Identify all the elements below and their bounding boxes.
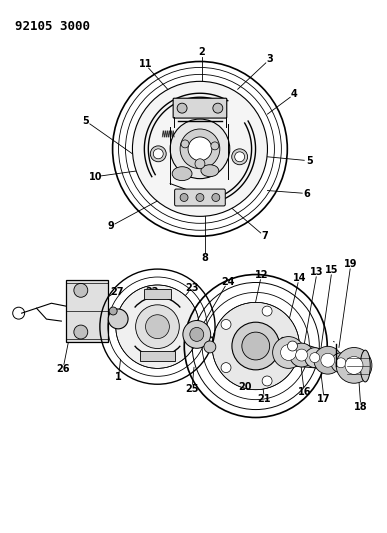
Circle shape (221, 319, 231, 329)
Text: 19: 19 (344, 259, 358, 269)
Circle shape (135, 305, 179, 349)
Text: 7: 7 (261, 231, 268, 241)
Circle shape (181, 140, 189, 148)
Circle shape (116, 285, 199, 368)
Text: 10: 10 (89, 172, 103, 182)
Circle shape (296, 349, 308, 361)
Text: 21: 21 (258, 394, 271, 404)
Ellipse shape (348, 350, 363, 382)
Circle shape (232, 322, 279, 370)
Circle shape (153, 149, 163, 159)
Text: 14: 14 (293, 273, 306, 283)
Ellipse shape (360, 350, 370, 382)
Circle shape (150, 146, 166, 161)
Circle shape (212, 193, 220, 201)
Ellipse shape (201, 165, 219, 176)
Circle shape (195, 159, 205, 169)
Text: 20: 20 (238, 382, 252, 392)
Circle shape (183, 320, 211, 348)
Text: 18: 18 (354, 402, 368, 412)
FancyBboxPatch shape (175, 189, 225, 206)
Text: 8: 8 (202, 253, 208, 263)
Text: 4: 4 (291, 89, 298, 99)
Circle shape (221, 362, 231, 373)
Text: 5: 5 (82, 116, 89, 126)
Text: 26: 26 (56, 364, 70, 374)
Circle shape (146, 315, 170, 338)
Text: 12: 12 (255, 270, 268, 280)
Circle shape (188, 137, 212, 161)
Circle shape (108, 309, 128, 329)
Bar (140, 351, 175, 361)
Circle shape (242, 332, 270, 360)
Text: 22: 22 (146, 287, 159, 297)
Circle shape (212, 302, 300, 390)
Text: 92105 3000: 92105 3000 (15, 20, 90, 33)
Circle shape (190, 327, 204, 341)
Circle shape (132, 82, 267, 216)
Circle shape (305, 348, 325, 368)
Ellipse shape (172, 167, 192, 181)
Circle shape (262, 376, 272, 386)
Text: 5: 5 (306, 156, 313, 166)
Circle shape (235, 152, 245, 161)
Circle shape (74, 284, 88, 297)
Text: 15: 15 (325, 265, 339, 275)
Circle shape (310, 353, 320, 362)
Circle shape (262, 306, 272, 316)
Text: 3: 3 (266, 54, 273, 64)
Circle shape (177, 103, 187, 113)
FancyBboxPatch shape (173, 98, 227, 118)
Circle shape (272, 337, 305, 368)
Circle shape (331, 353, 351, 373)
Circle shape (314, 346, 342, 374)
Circle shape (180, 129, 220, 169)
Circle shape (336, 358, 346, 368)
Text: 27: 27 (110, 287, 123, 297)
Circle shape (288, 341, 298, 351)
Text: 25: 25 (185, 384, 199, 394)
Circle shape (74, 325, 88, 339)
Circle shape (232, 149, 248, 165)
Text: 1: 1 (115, 372, 122, 382)
Text: 11: 11 (139, 60, 152, 69)
Circle shape (345, 357, 363, 374)
Circle shape (109, 307, 117, 315)
Circle shape (170, 119, 230, 179)
Circle shape (321, 353, 335, 367)
Circle shape (281, 344, 296, 360)
Text: 16: 16 (298, 387, 311, 397)
Bar (144, 289, 171, 299)
Text: 9: 9 (107, 221, 114, 231)
Text: 24: 24 (221, 277, 235, 287)
Text: 13: 13 (310, 267, 324, 277)
Circle shape (211, 142, 219, 150)
Text: 2: 2 (199, 46, 205, 56)
Circle shape (213, 103, 223, 113)
Circle shape (180, 193, 188, 201)
Circle shape (336, 348, 372, 383)
Polygon shape (282, 337, 361, 372)
Circle shape (196, 193, 204, 201)
Circle shape (204, 341, 216, 353)
Text: 17: 17 (317, 394, 331, 404)
Bar (66, 280, 108, 342)
Text: 23: 23 (185, 283, 199, 293)
Circle shape (290, 343, 313, 367)
Text: 6: 6 (304, 189, 310, 198)
